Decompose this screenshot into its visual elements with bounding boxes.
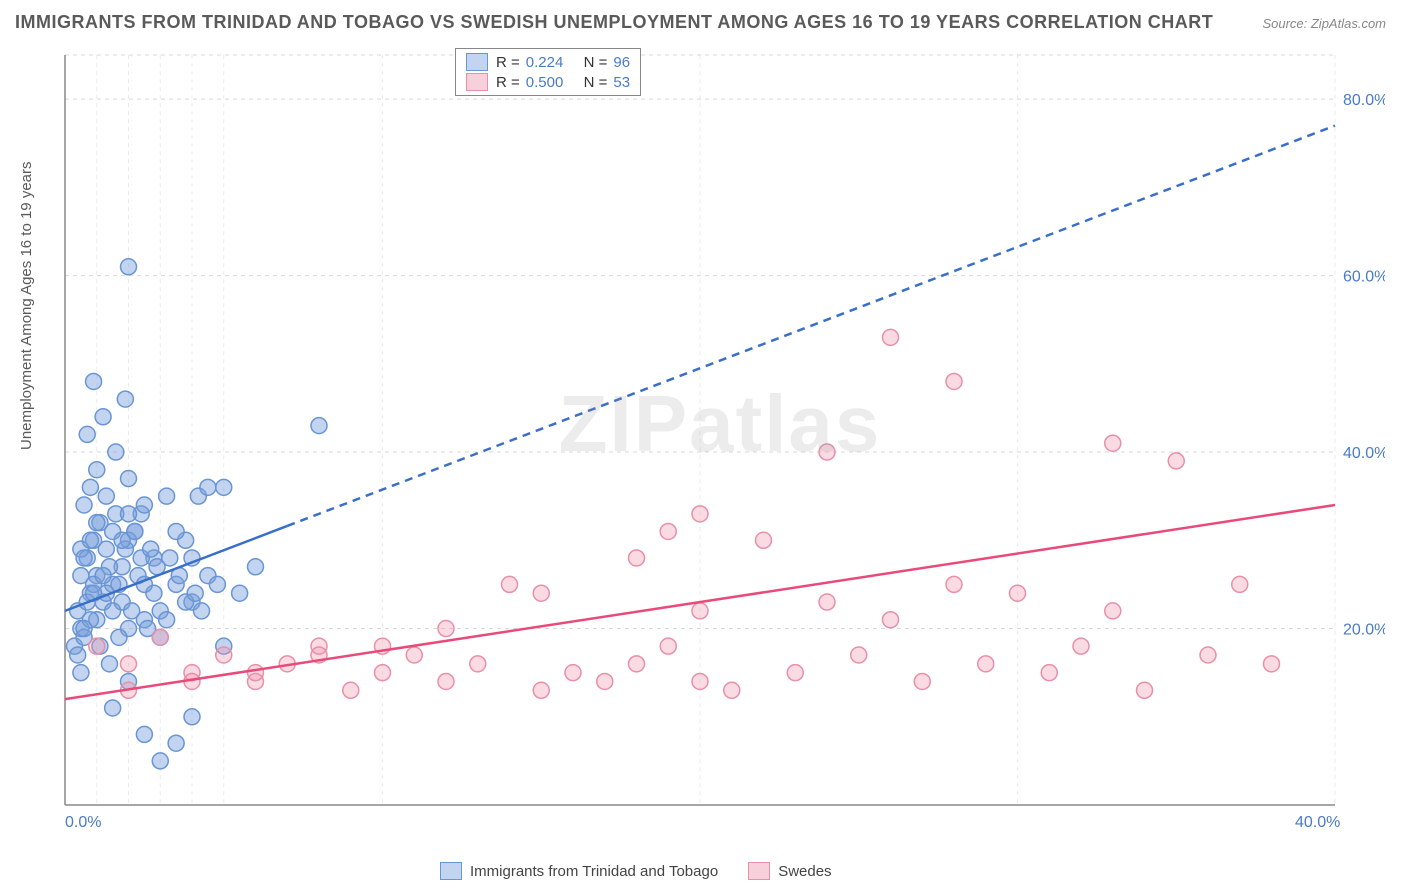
legend-item: Swedes (748, 862, 831, 880)
svg-text:20.0%: 20.0% (1343, 622, 1385, 639)
svg-text:40.0%: 40.0% (1295, 814, 1340, 831)
legend-swatch (440, 862, 462, 880)
correlation-legend: R =0.224 N =96 R =0.500 N =53 (455, 48, 641, 96)
series-legend: Immigrants from Trinidad and Tobago Swede… (440, 862, 832, 880)
legend-item: Immigrants from Trinidad and Tobago (440, 862, 718, 880)
legend-swatch (466, 53, 488, 71)
scatter-plot: 20.0% 40.0% 60.0% 80.0% 0.0% 40.0% (55, 45, 1385, 835)
chart-container: IMMIGRANTS FROM TRINIDAD AND TOBAGO VS S… (0, 0, 1406, 892)
legend-label: Swedes (778, 863, 831, 880)
svg-text:80.0%: 80.0% (1343, 92, 1385, 109)
y-axis-label: Unemployment Among Ages 16 to 19 years (18, 161, 35, 450)
legend-row: R =0.500 N =53 (466, 73, 630, 91)
chart-title: IMMIGRANTS FROM TRINIDAD AND TOBAGO VS S… (15, 12, 1213, 33)
svg-text:0.0%: 0.0% (65, 814, 101, 831)
svg-text:60.0%: 60.0% (1343, 269, 1385, 286)
plot-area: 20.0%40.0%60.0%80.0%0.0%40.0% ZIPatlas (55, 45, 1385, 835)
legend-row: R =0.224 N =96 (466, 53, 630, 71)
legend-swatch (748, 862, 770, 880)
legend-swatch (466, 73, 488, 91)
svg-text:40.0%: 40.0% (1343, 445, 1385, 462)
legend-label: Immigrants from Trinidad and Tobago (470, 863, 718, 880)
source-label: Source: ZipAtlas.com (1262, 16, 1386, 31)
